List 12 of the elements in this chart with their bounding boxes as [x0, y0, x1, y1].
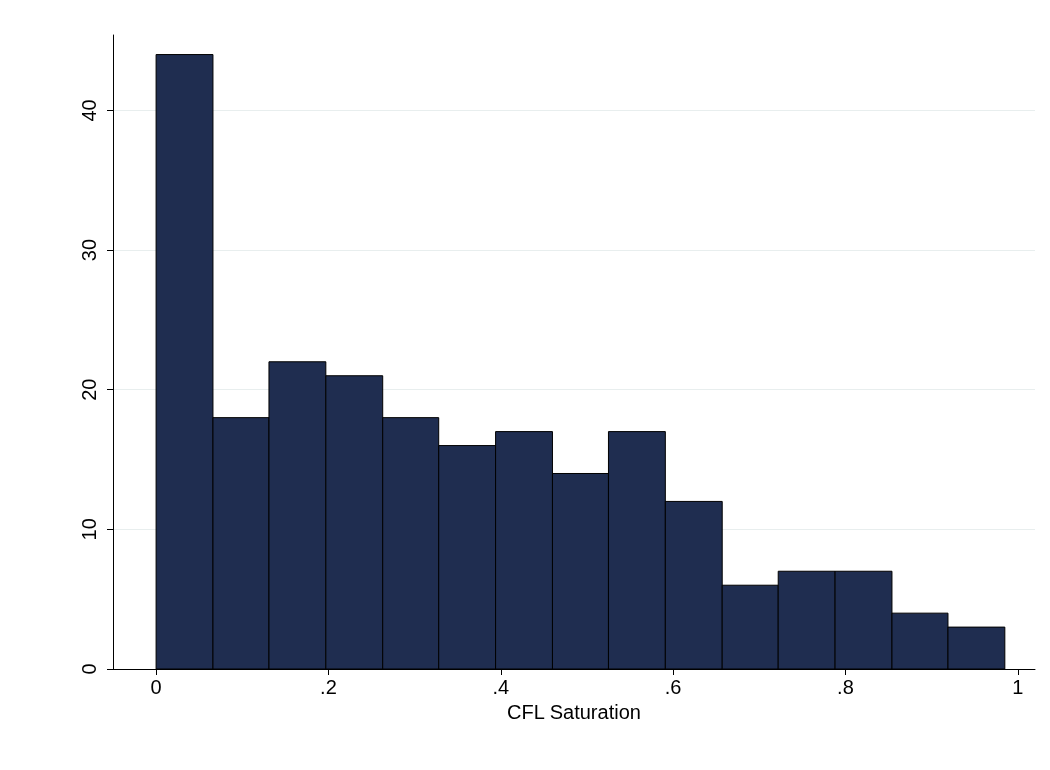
y-tick-label: 0 — [78, 663, 100, 675]
y-tick-label: 20 — [78, 378, 100, 401]
x-tick-label: .4 — [492, 676, 510, 698]
x-tick-label: .8 — [837, 676, 854, 698]
x-axis-title: CFL Saturation — [507, 700, 641, 723]
x-tick-label: .6 — [664, 676, 682, 698]
y-tick-label: 30 — [78, 238, 100, 262]
x-tick-label: .2 — [320, 676, 337, 698]
y-tick-label: 10 — [78, 518, 100, 541]
x-tick-label: 0 — [150, 676, 162, 698]
x-tick-label: 1 — [1012, 676, 1024, 698]
y-tick-label: 40 — [78, 99, 100, 122]
